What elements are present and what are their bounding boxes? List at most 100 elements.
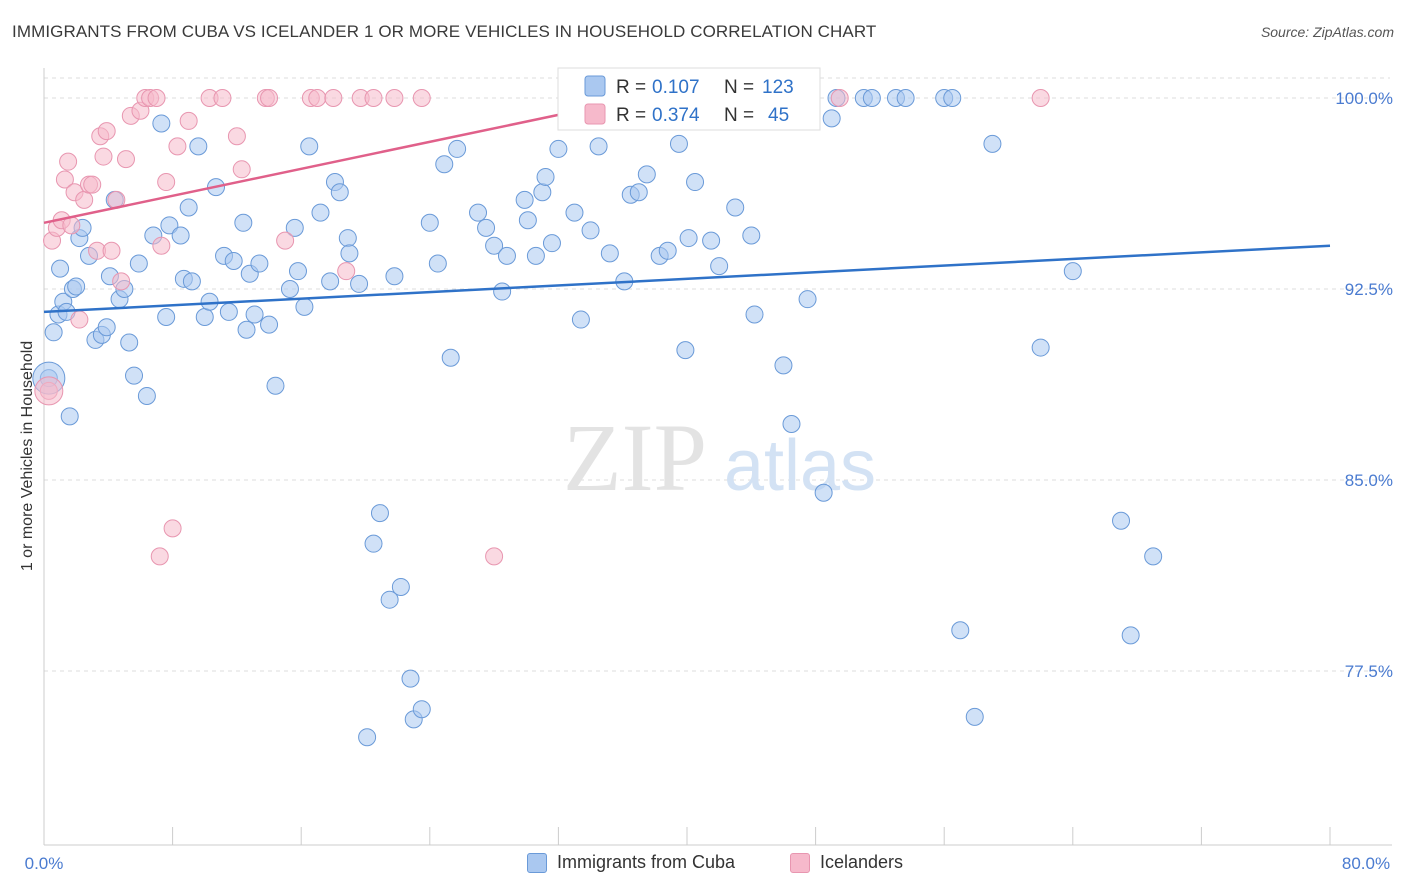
data-point	[179, 198, 198, 217]
data-point	[266, 376, 285, 395]
legend-swatch-icelanders	[790, 852, 810, 873]
legend-item-icelanders: Icelanders	[790, 852, 903, 873]
legend-r-label-pink: R =	[616, 105, 646, 126]
data-point	[896, 89, 915, 107]
data-point	[542, 234, 561, 253]
data-point	[300, 137, 319, 156]
data-point	[227, 127, 246, 146]
data-point	[200, 292, 219, 311]
data-point	[412, 700, 431, 719]
data-point	[401, 669, 420, 688]
data-point	[1144, 547, 1163, 566]
data-point	[536, 167, 555, 186]
data-point	[951, 621, 970, 640]
data-point	[182, 272, 201, 291]
watermark: ZIP atlas	[563, 404, 876, 511]
data-point	[745, 305, 764, 324]
data-point	[412, 89, 431, 107]
data-point	[485, 547, 504, 566]
data-point	[250, 254, 269, 273]
legend-stats: R = 0.107 N = 123 R = 0.374 N = 45	[557, 67, 821, 131]
data-point	[67, 277, 86, 296]
data-point	[195, 308, 214, 327]
data-point	[75, 190, 94, 209]
legend-r-label-blue: R =	[616, 77, 646, 98]
data-point	[370, 504, 389, 523]
data-point	[147, 89, 166, 107]
data-point	[83, 175, 102, 194]
data-point	[285, 218, 304, 237]
data-point	[469, 203, 488, 222]
y-tick-label: 77.5%	[1345, 662, 1393, 681]
data-point	[669, 134, 688, 153]
data-point	[129, 254, 148, 273]
data-point	[814, 483, 833, 502]
trend-lines	[43, 96, 1331, 314]
legend-n-label-blue: N =	[724, 77, 754, 98]
data-point	[364, 89, 383, 107]
x-tick-label: 0.0%	[25, 854, 64, 873]
data-point	[435, 155, 454, 174]
data-point	[97, 122, 116, 141]
data-point	[234, 213, 253, 232]
data-point	[137, 386, 156, 405]
data-point	[157, 173, 176, 192]
data-point	[420, 213, 439, 232]
data-point	[798, 290, 817, 309]
data-point	[189, 137, 208, 156]
legend-swatch-blue	[584, 75, 606, 97]
data-point	[160, 216, 179, 235]
data-point	[965, 707, 984, 726]
data-point	[311, 203, 330, 222]
data-point	[112, 272, 131, 291]
data-point	[774, 356, 793, 375]
legend-n-value-pink: 45	[768, 105, 789, 126]
data-point	[245, 305, 264, 324]
legend-r-value-blue: 0.107	[652, 77, 700, 98]
data-point	[157, 308, 176, 327]
data-point	[70, 310, 89, 329]
data-point	[102, 241, 121, 260]
data-point	[742, 226, 761, 245]
watermark-atlas: atlas	[724, 426, 876, 506]
data-point	[862, 89, 881, 107]
y-tick-label: 85.0%	[1345, 471, 1393, 490]
data-point	[120, 333, 139, 352]
data-point	[213, 89, 232, 107]
x-tick-label: 80.0%	[1342, 854, 1390, 873]
data-point	[600, 244, 619, 263]
legend-swatch-cuba	[527, 852, 547, 873]
data-point	[549, 139, 568, 158]
data-point	[533, 183, 552, 202]
data-point	[782, 414, 801, 433]
data-point	[94, 147, 113, 166]
data-point	[152, 236, 171, 255]
data-point	[179, 111, 198, 130]
trend-line-icelanders	[43, 96, 640, 225]
data-point	[340, 244, 359, 263]
data-point	[380, 590, 399, 609]
data-point	[321, 272, 340, 291]
data-point	[637, 165, 656, 184]
data-point	[822, 109, 841, 128]
chart-title: IMMIGRANTS FROM CUBA VS ICELANDER 1 OR M…	[12, 22, 877, 41]
data-point	[97, 318, 116, 337]
data-point-large	[34, 376, 64, 406]
data-point	[497, 246, 516, 265]
data-point	[168, 137, 187, 156]
data-point	[679, 229, 698, 248]
data-point	[676, 341, 695, 360]
data-point	[448, 139, 467, 158]
data-point	[565, 203, 584, 222]
x-tick-labels: 0.0% 80.0%	[25, 854, 1390, 873]
data-point	[44, 323, 63, 342]
data-point	[337, 262, 356, 281]
legend-item-cuba: Immigrants from Cuba	[527, 852, 735, 873]
data-point	[1063, 262, 1082, 281]
y-tick-label: 100.0%	[1335, 89, 1393, 108]
data-point	[324, 89, 343, 107]
legend-series: Immigrants from Cuba Icelanders	[0, 852, 1406, 878]
data-point	[385, 89, 404, 107]
data-point	[571, 310, 590, 329]
data-point	[338, 229, 357, 248]
